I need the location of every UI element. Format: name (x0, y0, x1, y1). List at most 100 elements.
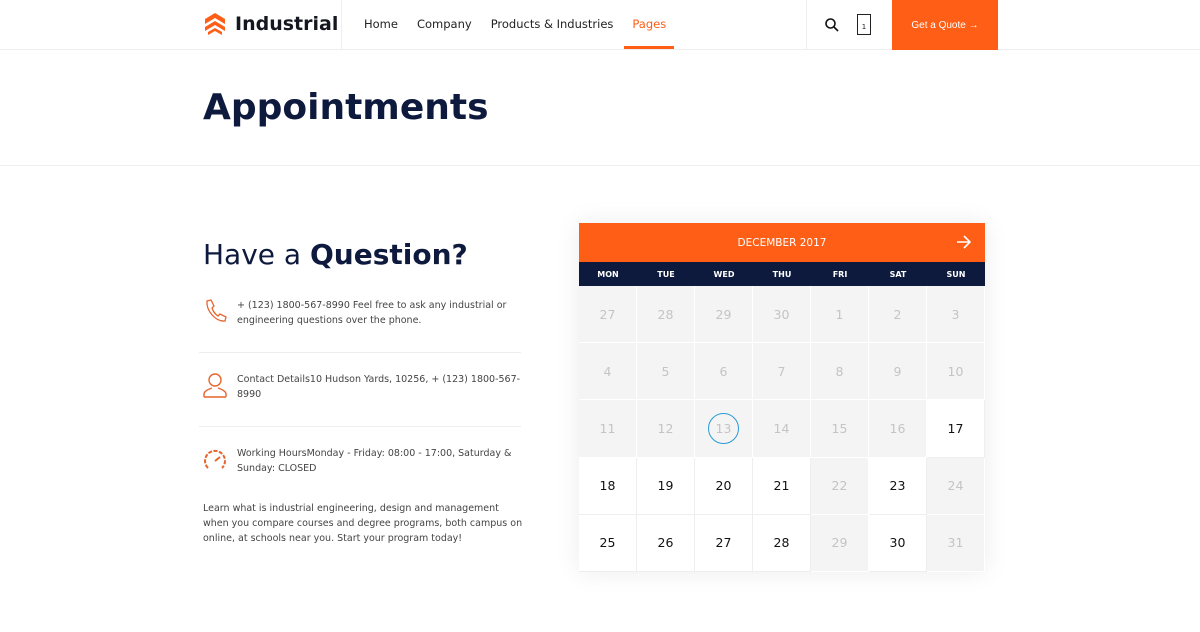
calendar-day[interactable]: 18 (579, 457, 637, 515)
day-number: 27 (599, 306, 616, 322)
weekday-label: SUN (946, 269, 966, 279)
calendar-day-unavailable: 1 (811, 286, 869, 344)
calendar-day[interactable]: 28 (753, 514, 811, 572)
calendar-day-unavailable: 8 (811, 343, 869, 401)
day-number: 29 (715, 306, 732, 322)
today-marker: 13 (708, 412, 739, 444)
calendar-day-unavailable: 30 (753, 286, 811, 344)
phone-text: + (123) 1800-567-8990 Feel free to ask a… (237, 300, 507, 326)
calendar-day[interactable]: 21 (753, 457, 811, 515)
day-number: 16 (889, 420, 906, 436)
calendar-day[interactable]: 26 (637, 514, 695, 572)
calendar-day-unavailable: 22 (811, 457, 869, 515)
divider (806, 0, 807, 50)
cart-button[interactable]: 1 (857, 14, 871, 35)
calendar-day-unavailable: 10 (927, 343, 985, 401)
calendar-header: DECEMBER 2017 (579, 223, 985, 262)
logo-icon (205, 13, 225, 35)
divider (199, 352, 521, 353)
calendar-day[interactable]: 30 (869, 514, 927, 572)
day-number: 11 (599, 420, 616, 436)
user-icon (203, 373, 227, 398)
day-number: 22 (831, 478, 848, 494)
calendar-day-unavailable: 31 (927, 514, 985, 572)
nav-products-industries[interactable]: Products & Industries (490, 17, 614, 31)
top-navbar: Industrial Home Company Products & Indus… (0, 0, 1200, 50)
calendar-day-unavailable: 4 (579, 343, 637, 401)
day-number: 8 (835, 363, 844, 379)
weekday-label: TUE (657, 269, 675, 279)
calendar-day[interactable]: 23 (869, 457, 927, 515)
weekday-label: FRI (832, 269, 848, 279)
day-number: 30 (773, 306, 790, 322)
heading-light: Have a (203, 238, 310, 271)
nav-pages[interactable]: Pages (624, 17, 675, 49)
weekday-label: SAT (889, 269, 907, 279)
arrow-right-icon[interactable] (955, 233, 973, 251)
calendar-day-unavailable: 7 (753, 343, 811, 401)
brand-logo[interactable]: Industrial (203, 12, 338, 36)
day-number: 27 (715, 535, 732, 551)
calendar-day[interactable]: 27 (695, 514, 753, 572)
calendar-day-unavailable: 29 (811, 514, 869, 572)
page-title: Appointments (203, 87, 489, 128)
day-number: 23 (889, 478, 906, 494)
calendar-day-unavailable: 28 (637, 286, 695, 344)
calendar-day-unavailable: 3 (927, 286, 985, 344)
appointment-calendar: DECEMBER 2017 MON TUE WED THU FRI SAT SUN 27 28… (579, 223, 985, 572)
day-number: 18 (599, 478, 616, 494)
calendar-grid: 27 28 29 30 1 2 3 4 5 6 7 8 9 10 11 12 13 14 15 16 17 18 19 20 2… (579, 286, 985, 572)
calendar-day-unavailable: 12 (637, 400, 695, 458)
day-number: 9 (893, 363, 902, 379)
get-a-quote-button[interactable]: Get a Quote → (892, 0, 998, 50)
contact-item-hours: Working HoursMonday - Friday: 08:00 - 17… (203, 446, 521, 476)
calendar-day-unavailable: 5 (637, 343, 695, 401)
weekday-header: MON TUE WED THU FRI SAT SUN (579, 262, 985, 286)
day-number: 30 (889, 535, 906, 551)
heading-bold: Question? (309, 238, 468, 271)
day-number: 28 (657, 306, 674, 322)
weekday-label: WED (713, 269, 735, 279)
title-band: Appointments (0, 51, 1200, 166)
nav-home[interactable]: Home (364, 17, 398, 31)
weekday-label: THU (772, 269, 792, 279)
search-icon[interactable] (824, 17, 840, 33)
calendar-day[interactable]: 25 (579, 514, 637, 572)
day-number: 6 (719, 363, 728, 379)
calendar-day[interactable]: 19 (637, 457, 695, 515)
contact-details-text: Contact Details10 Hudson Yards, 10256, +… (237, 374, 521, 400)
day-number: 5 (661, 363, 670, 379)
working-hours-text: Working HoursMonday - Friday: 08:00 - 17… (237, 448, 512, 474)
day-number: 14 (773, 420, 790, 436)
day-number: 29 (831, 535, 848, 551)
phone-icon (206, 299, 227, 322)
day-number: 25 (599, 535, 616, 551)
calendar-day[interactable]: 20 (695, 457, 753, 515)
contact-item-phone: + (123) 1800-567-8990 Feel free to ask a… (203, 298, 521, 328)
weekday-label: MON (597, 269, 619, 279)
calendar-day-unavailable: 14 (753, 400, 811, 458)
day-number: 1 (835, 306, 844, 322)
day-number: 19 (657, 478, 674, 494)
day-number: 3 (951, 306, 960, 322)
cart-count: 1 (861, 23, 867, 31)
nav-company[interactable]: Company (416, 17, 472, 31)
contact-item-details: Contact Details10 Hudson Yards, 10256, +… (203, 372, 521, 402)
calendar-day[interactable]: 17 (927, 400, 985, 458)
contact-heading: Have a Question? (203, 238, 468, 271)
day-number: 7 (777, 363, 786, 379)
calendar-day-unavailable: 2 (869, 286, 927, 344)
calendar-day-unavailable: 27 (579, 286, 637, 344)
calendar-day-unavailable: 29 (695, 286, 753, 344)
day-number: 26 (657, 535, 674, 551)
day-number: 24 (947, 478, 964, 494)
calendar-day-unavailable: 15 (811, 400, 869, 458)
calendar-month: DECEMBER 2017 (737, 236, 827, 249)
day-number: 15 (831, 420, 848, 436)
calendar-day-unavailable: 11 (579, 400, 637, 458)
speedometer-icon (204, 449, 226, 469)
day-number: 2 (893, 306, 902, 322)
day-number: 20 (715, 478, 732, 494)
day-number: 31 (947, 535, 964, 551)
calendar-day-unavailable: 6 (695, 343, 753, 401)
